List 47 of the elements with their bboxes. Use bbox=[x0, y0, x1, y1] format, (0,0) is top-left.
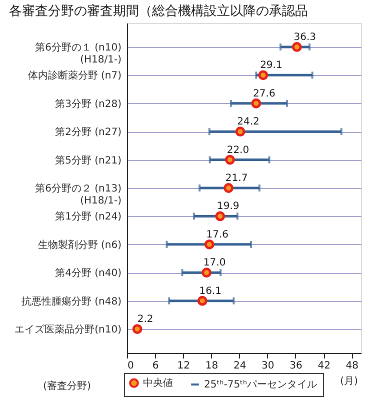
point bbox=[258, 70, 268, 80]
chart-title: 各審査分野の審査期間（総合機構設立以降の承認品 bbox=[9, 3, 308, 19]
x-tick-label: 36 bbox=[290, 360, 302, 372]
y-tick-label: 第4分野 (n40) bbox=[55, 267, 122, 280]
data-label: 27.6 bbox=[253, 88, 276, 100]
data-label: 16.1 bbox=[199, 286, 222, 297]
x-tick-label: 0 bbox=[128, 360, 134, 372]
point bbox=[292, 42, 302, 52]
y-tick-label: エイズ医薬品分野(n10) bbox=[14, 324, 122, 336]
point bbox=[215, 211, 226, 222]
x-tick-label: 6 bbox=[152, 360, 159, 372]
x-tick-label: 48 bbox=[346, 360, 359, 372]
x-tick-label: 24 bbox=[233, 360, 246, 372]
x-tick-label: 12 bbox=[177, 360, 190, 372]
point bbox=[224, 183, 234, 193]
point bbox=[225, 154, 235, 165]
point bbox=[132, 324, 142, 334]
y-tick-label: 体内診断薬分野 (n7) bbox=[28, 70, 122, 82]
data-label: 17.0 bbox=[203, 258, 226, 269]
data-label: 24.2 bbox=[237, 116, 260, 128]
y-axis-title: (審査分野) bbox=[43, 380, 91, 392]
y-tick-label: 抗悪性腫瘍分野 (n48) bbox=[21, 295, 122, 308]
data-label: 17.6 bbox=[206, 229, 228, 240]
y-tick-label: 第3分野 (n28) bbox=[55, 98, 122, 110]
data-label: 22.0 bbox=[226, 144, 250, 156]
x-axis-title: (月) bbox=[340, 376, 358, 387]
data-label: 29.1 bbox=[260, 60, 282, 72]
data-label: 36.3 bbox=[294, 32, 316, 43]
x-tick-label: 18 bbox=[205, 360, 218, 372]
x-tick-label: 30 bbox=[262, 360, 274, 372]
legend-label: 中央値 bbox=[143, 377, 173, 390]
point bbox=[204, 239, 214, 250]
y-tick-label: 第6分野の１ (n10) (H18/1-) bbox=[35, 41, 122, 66]
text: 25ᵗʰ-75ᵗʰパーセンタイル bbox=[204, 380, 318, 390]
point bbox=[197, 296, 208, 306]
point bbox=[251, 98, 262, 108]
y-tick-label: 第1分野 (n24) bbox=[55, 210, 122, 223]
y-tick-label: 生物製剤分野 (n6) bbox=[38, 238, 122, 251]
point bbox=[202, 268, 212, 278]
point bbox=[235, 126, 246, 137]
x-tick-label: 42 bbox=[318, 360, 330, 372]
data-label: 21.7 bbox=[225, 173, 248, 184]
data-label: 2.2 bbox=[137, 314, 154, 326]
y-tick-label: 第5分野 (n21) bbox=[55, 154, 122, 166]
y-tick-label: 第2分野 (n27) bbox=[55, 126, 122, 138]
y-tick-label: 第6分野の２ (n13) (H18/1-) bbox=[35, 182, 122, 206]
data-label: 19.9 bbox=[217, 201, 240, 212]
